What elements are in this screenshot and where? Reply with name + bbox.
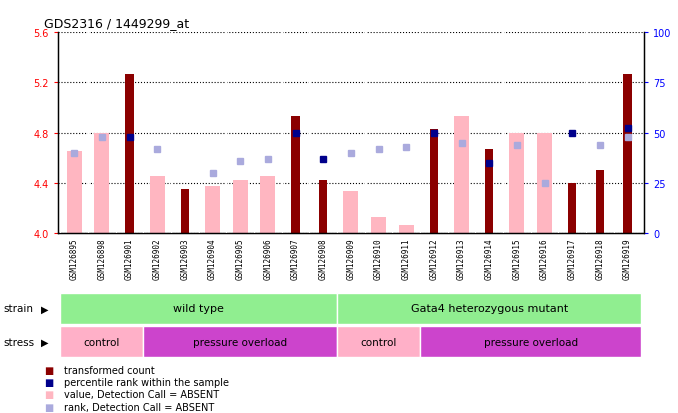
Bar bbox=[292, 117, 300, 233]
Bar bbox=[420, 326, 641, 357]
Text: ■: ■ bbox=[44, 389, 54, 399]
Text: GSM126908: GSM126908 bbox=[319, 238, 327, 280]
Text: control: control bbox=[83, 337, 120, 347]
Text: GSM126903: GSM126903 bbox=[180, 238, 189, 280]
Bar bbox=[337, 293, 641, 324]
Bar bbox=[568, 183, 576, 233]
Text: GSM126902: GSM126902 bbox=[153, 238, 162, 280]
Text: GSM126904: GSM126904 bbox=[208, 238, 217, 280]
Text: ■: ■ bbox=[44, 377, 54, 387]
Text: GDS2316 / 1449299_at: GDS2316 / 1449299_at bbox=[44, 17, 189, 29]
Text: GSM126909: GSM126909 bbox=[346, 238, 355, 280]
Bar bbox=[181, 190, 189, 233]
Text: ▶: ▶ bbox=[41, 337, 48, 347]
Text: percentile rank within the sample: percentile rank within the sample bbox=[64, 377, 229, 387]
Text: ▶: ▶ bbox=[41, 304, 48, 314]
Text: GSM126895: GSM126895 bbox=[70, 238, 79, 280]
Text: wild type: wild type bbox=[174, 304, 224, 314]
Bar bbox=[596, 171, 604, 233]
Text: stress: stress bbox=[3, 337, 35, 347]
Text: Gata4 heterozygous mutant: Gata4 heterozygous mutant bbox=[411, 304, 567, 314]
Bar bbox=[125, 74, 134, 233]
Bar bbox=[509, 133, 525, 233]
Bar bbox=[66, 152, 82, 233]
Bar bbox=[485, 150, 494, 233]
Text: GSM126910: GSM126910 bbox=[374, 238, 383, 280]
Text: GSM126919: GSM126919 bbox=[623, 238, 632, 280]
Bar bbox=[233, 181, 248, 233]
Text: GSM126905: GSM126905 bbox=[236, 238, 245, 280]
Text: ■: ■ bbox=[44, 365, 54, 375]
Text: GSM126906: GSM126906 bbox=[263, 238, 273, 280]
Bar bbox=[150, 177, 165, 233]
Bar bbox=[343, 192, 359, 233]
Bar bbox=[60, 293, 337, 324]
Bar bbox=[143, 326, 337, 357]
Text: GSM126912: GSM126912 bbox=[429, 238, 439, 280]
Text: GSM126898: GSM126898 bbox=[98, 238, 106, 280]
Text: GSM126918: GSM126918 bbox=[595, 238, 604, 280]
Text: GSM126915: GSM126915 bbox=[513, 238, 521, 280]
Text: strain: strain bbox=[3, 304, 33, 314]
Text: GSM126914: GSM126914 bbox=[485, 238, 494, 280]
Text: pressure overload: pressure overload bbox=[483, 337, 578, 347]
Bar bbox=[94, 133, 110, 233]
Text: value, Detection Call = ABSENT: value, Detection Call = ABSENT bbox=[64, 389, 220, 399]
Bar bbox=[205, 187, 220, 233]
Bar bbox=[430, 129, 438, 233]
Bar bbox=[260, 177, 275, 233]
Bar bbox=[623, 74, 632, 233]
Bar bbox=[60, 326, 143, 357]
Bar bbox=[537, 133, 552, 233]
Text: GSM126917: GSM126917 bbox=[567, 238, 577, 280]
Text: GSM126901: GSM126901 bbox=[125, 238, 134, 280]
Bar bbox=[454, 117, 469, 233]
Bar bbox=[337, 326, 420, 357]
Text: transformed count: transformed count bbox=[64, 365, 155, 375]
Text: control: control bbox=[360, 337, 397, 347]
Text: GSM126907: GSM126907 bbox=[291, 238, 300, 280]
Bar bbox=[399, 226, 414, 233]
Bar bbox=[371, 217, 386, 233]
Text: GSM126911: GSM126911 bbox=[401, 238, 411, 280]
Text: pressure overload: pressure overload bbox=[193, 337, 287, 347]
Bar bbox=[319, 181, 327, 233]
Text: GSM126916: GSM126916 bbox=[540, 238, 549, 280]
Text: ■: ■ bbox=[44, 402, 54, 412]
Text: GSM126913: GSM126913 bbox=[457, 238, 466, 280]
Text: rank, Detection Call = ABSENT: rank, Detection Call = ABSENT bbox=[64, 402, 215, 412]
